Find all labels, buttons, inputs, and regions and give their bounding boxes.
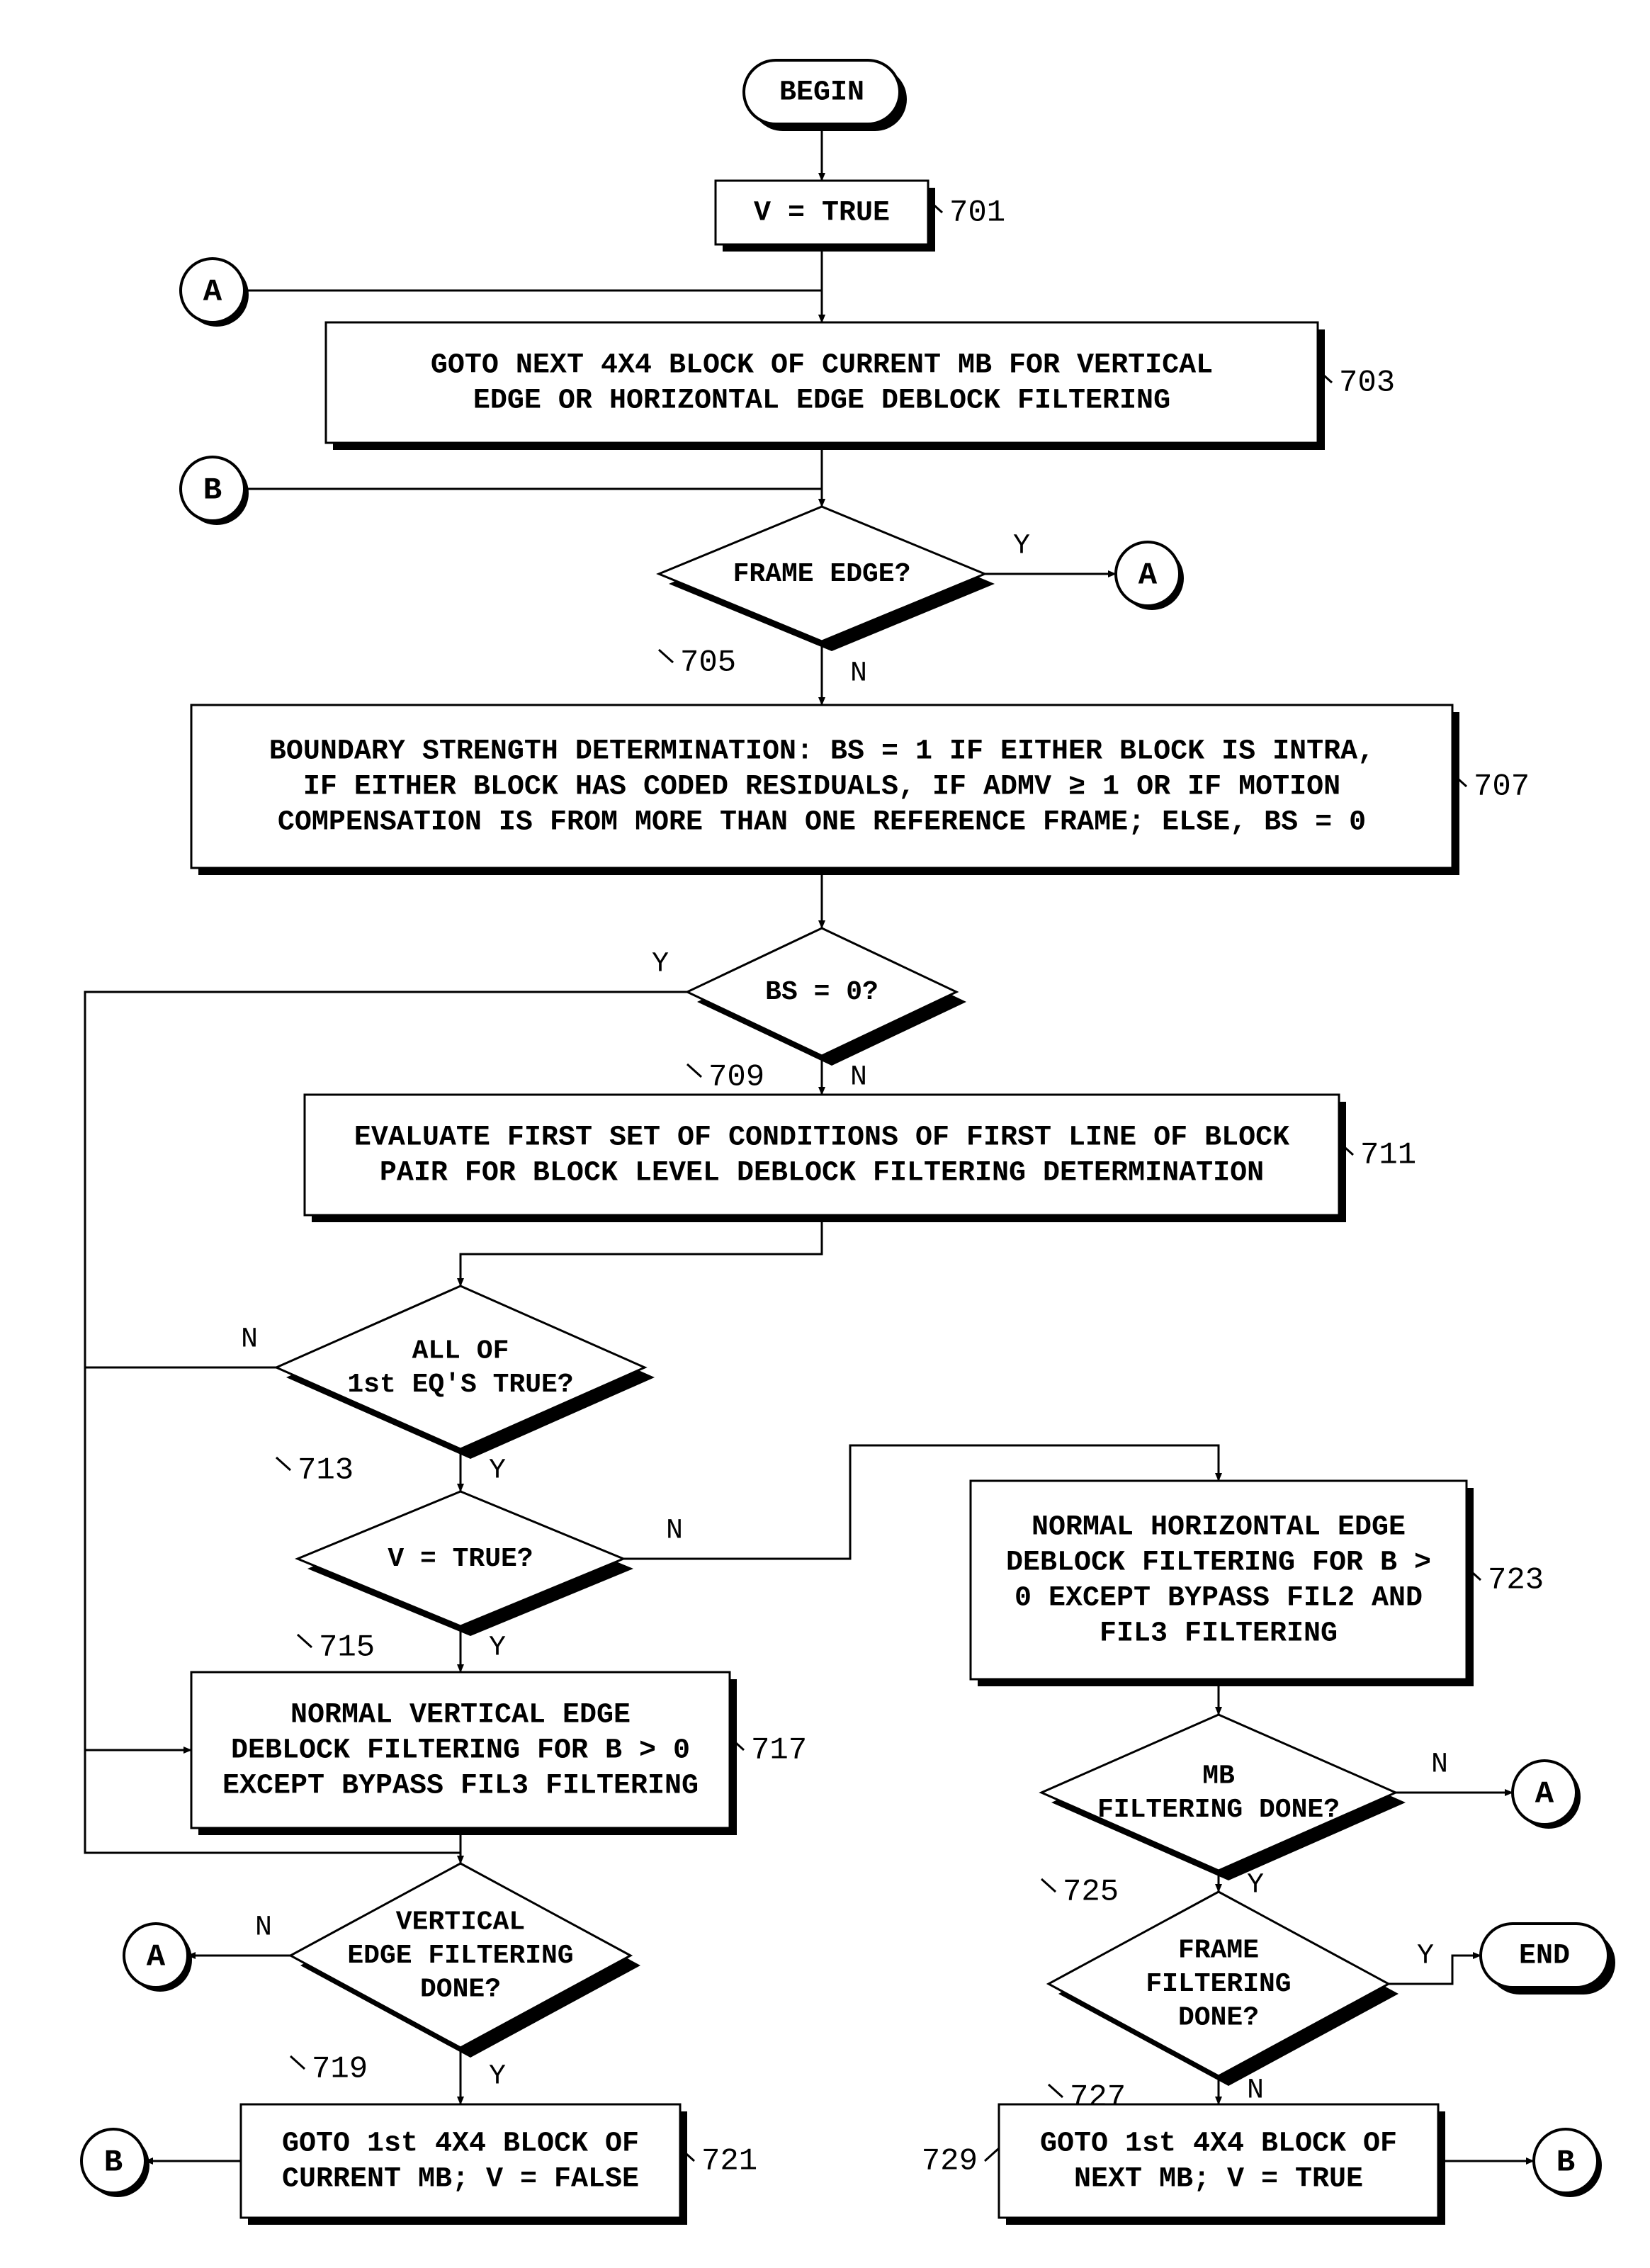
node-text: EDGE FILTERING — [347, 1941, 573, 1971]
ref-label: 707 — [1474, 769, 1530, 805]
node-text: FRAME EDGE? — [733, 559, 911, 589]
node-text: FILTERING — [1146, 1969, 1291, 1999]
node-text: CURRENT MB; V = FALSE — [282, 2164, 639, 2196]
edge-label: Y — [652, 949, 669, 981]
node-text: FILTERING DONE? — [1097, 1795, 1340, 1825]
node-text: FIL3 FILTERING — [1100, 1618, 1338, 1650]
node-text: GOTO 1st 4X4 BLOCK OF — [1040, 2128, 1397, 2160]
node-text: 0 EXCEPT BYPASS FIL2 AND — [1015, 1583, 1423, 1615]
node-text: NORMAL VERTICAL EDGE — [290, 1700, 631, 1732]
connector-B: B — [81, 2129, 149, 2197]
node-text: EXCEPT BYPASS FIL3 FILTERING — [222, 1771, 699, 1802]
edge-label: N — [1247, 2075, 1264, 2107]
ref-label: 701 — [949, 196, 1005, 231]
connector-A: A — [181, 259, 249, 327]
ref-label: 711 — [1360, 1138, 1416, 1173]
ref-label: 703 — [1339, 366, 1395, 401]
ref-label: 717 — [751, 1733, 807, 1768]
edge — [460, 1215, 822, 1286]
connector-A: A — [124, 1924, 192, 1992]
node-text: VERTICAL — [396, 1907, 525, 1938]
node-text: DONE? — [1178, 2003, 1259, 2033]
edge-label: Y — [489, 1632, 506, 1664]
edge-label: N — [850, 1062, 867, 1094]
edge-label: N — [1431, 1749, 1448, 1781]
node-text: GOTO NEXT 4X4 BLOCK OF CURRENT MB FOR VE… — [431, 350, 1213, 382]
edge — [244, 290, 822, 322]
connector-label: A — [147, 1940, 166, 1975]
connector-label: A — [1138, 558, 1158, 594]
connector-B: B — [1534, 2129, 1602, 2197]
node-text: END — [1519, 1941, 1570, 1973]
edge-label: Y — [1247, 1870, 1264, 1902]
node-text: V = TRUE? — [388, 1544, 533, 1574]
edge-label: N — [850, 658, 867, 690]
node-text: EDGE OR HORIZONTAL EDGE DEBLOCK FILTERIN… — [473, 385, 1170, 417]
ref-label: 719 — [312, 2052, 368, 2087]
node-text: DEBLOCK FILTERING FOR B > 0 — [231, 1735, 690, 1767]
ref-label: 709 — [708, 1060, 764, 1095]
edge-label: N — [255, 1912, 272, 1944]
connector-label: A — [203, 275, 222, 310]
node-text: COMPENSATION IS FROM MORE THAN ONE REFER… — [278, 807, 1366, 839]
node-text: MB — [1202, 1761, 1235, 1791]
edge — [244, 489, 822, 507]
node-text: 1st EQ'S TRUE? — [347, 1370, 573, 1400]
node-text: FRAME — [1178, 1936, 1259, 1966]
connector-A: A — [1116, 542, 1184, 610]
node-text: BEGIN — [779, 77, 864, 109]
node-text: V = TRUE — [754, 198, 890, 230]
edge-label: N — [666, 1516, 683, 1547]
node-text: NORMAL HORIZONTAL EDGE — [1032, 1512, 1406, 1544]
connector-label: A — [1535, 1777, 1554, 1812]
connector-B: B — [181, 457, 249, 525]
ref-label: 725 — [1063, 1875, 1119, 1910]
edge-label: Y — [1417, 1941, 1434, 1973]
edge-label: Y — [489, 2061, 506, 2093]
nodes-layer: BEGIN END V = TRUE 701 GOTO NEXT 4X4 BLOCK O… — [81, 60, 1615, 2225]
ref-label: 729 — [922, 2144, 978, 2179]
ref-label: 721 — [701, 2144, 757, 2179]
edge — [1389, 1956, 1481, 1984]
ref-label: 723 — [1488, 1563, 1544, 1598]
node-text: BOUNDARY STRENGTH DETERMINATION: BS = 1 … — [269, 736, 1374, 768]
edge-label: Y — [1013, 531, 1030, 563]
node-text: DEBLOCK FILTERING FOR B > — [1006, 1547, 1431, 1579]
node-text: IF EITHER BLOCK HAS CODED RESIDUALS, IF … — [303, 772, 1340, 803]
edge-label: N — [241, 1324, 258, 1356]
node-text: ALL OF — [412, 1336, 509, 1366]
ref-label: 713 — [298, 1453, 354, 1489]
node-text: PAIR FOR BLOCK LEVEL DEBLOCK FILTERING D… — [380, 1158, 1264, 1190]
ref-label: 705 — [680, 645, 736, 681]
node-text: BS = 0? — [765, 977, 878, 1008]
node-text: EVALUATE FIRST SET OF CONDITIONS OF FIRS… — [354, 1122, 1289, 1154]
ref-label: 715 — [319, 1630, 375, 1666]
node-text: NEXT MB; V = TRUE — [1074, 2164, 1363, 2196]
connector-label: B — [104, 2145, 123, 2181]
connector-label: B — [1556, 2145, 1575, 2181]
connector-A: A — [1513, 1761, 1581, 1829]
edge-label: Y — [489, 1455, 506, 1487]
node-text: GOTO 1st 4X4 BLOCK OF — [282, 2128, 639, 2160]
node-text: DONE? — [420, 1975, 501, 2005]
connector-label: B — [203, 473, 222, 509]
